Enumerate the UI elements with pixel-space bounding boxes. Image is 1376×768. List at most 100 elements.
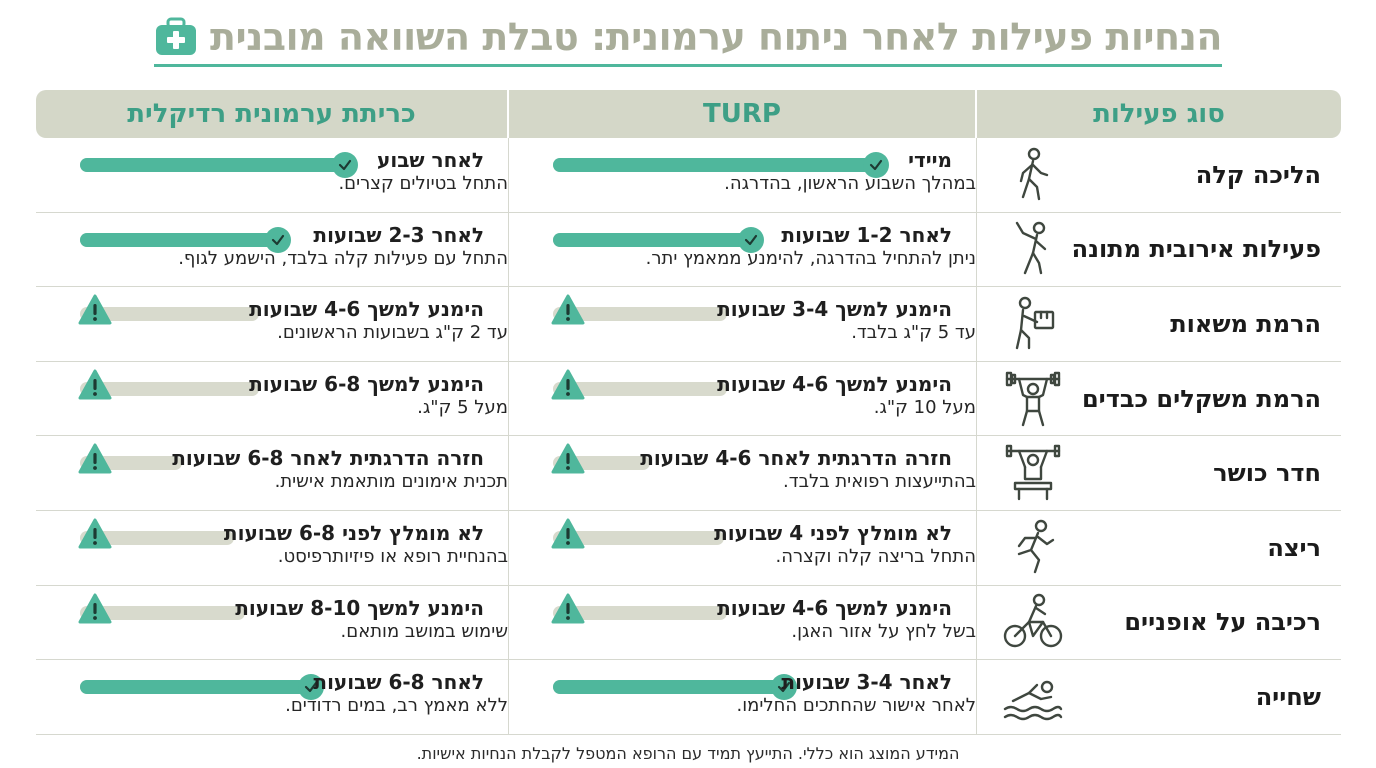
table-row: הרמת משאות הימנע למשך 3-4 שבועות עד 5 ק"ג… <box>36 287 1341 362</box>
table-row: פעילות אירובית מתונה לאחר 1-2 שבועות ניתן… <box>36 212 1341 288</box>
radical-cell: הימנע למשך 8-10 שבועות שימוש במושב מותאם. <box>36 585 509 660</box>
table-body: הליכה קלה מיידי במהלך השבוע הראשון, בהדרג… <box>36 138 1341 735</box>
page-title: הנחיות פעילות לאחר ניתוח ערמונית: טבלת ה… <box>210 15 1222 59</box>
turp-cell: הימנע למשך 4-6 שבועות מעל 10 ק"ג. <box>509 361 977 436</box>
activity-label: רכיבה על אופניים <box>1124 608 1321 637</box>
radical-timing: לאחר 2-3 שבועות <box>313 222 484 247</box>
turp-timing: הימנע למשך 3-4 שבועות <box>717 297 952 322</box>
table-header: סוג פעילות TURP כריתת ערמונית רדיקלית <box>36 90 1341 138</box>
header-activity: סוג פעילות <box>1093 99 1225 129</box>
warning-icon <box>78 369 112 401</box>
radical-progress-track <box>80 152 358 178</box>
radical-note: ללא מאמץ רב, במים רדודים. <box>285 695 508 717</box>
turp-cell: חזרה הדרגתית לאחר 4-6 שבועות בהתייעצות רפ… <box>509 436 977 510</box>
radical-cell: לאחר שבוע התחל בטיולים קצרים. <box>36 138 509 212</box>
activity-cell: שחייה <box>977 660 1341 734</box>
turp-timing: הימנע למשך 4-6 שבועות <box>717 595 952 620</box>
barbell-lifter-icon <box>1003 369 1063 429</box>
turp-note: התחל בריצה קלה וקצרה. <box>775 545 976 567</box>
turp-status: חזרה הדרגתית לאחר 4-6 שבועות <box>531 443 952 474</box>
radical-status: לאחר 2-3 שבועות <box>58 221 484 253</box>
check-icon <box>738 226 764 253</box>
activity-label: ריצה <box>1267 533 1321 562</box>
radical-note: עד 2 ק"ג בשבועות הראשונים. <box>277 322 508 344</box>
turp-status: הימנע למשך 3-4 שבועות <box>531 294 952 325</box>
turp-status: לא מומלץ לפני 4 שבועות <box>531 518 952 550</box>
radical-progress-fill <box>80 158 356 172</box>
activity-label: הרמת משקלים כבדים <box>1081 384 1321 413</box>
swimmer-icon <box>1003 667 1063 727</box>
walking-person-icon <box>1003 145 1063 205</box>
radical-status: לאחר שבוע <box>58 146 484 178</box>
radical-cell: הימנע למשך 4-6 שבועות עד 2 ק"ג בשבועות הר… <box>36 287 509 361</box>
activity-cell: פעילות אירובית מתונה <box>977 213 1341 287</box>
activity-cell: חדר כושר <box>977 436 1341 510</box>
turp-note: ניתן להתחיל בהדרגה, להימנע ממאמץ יתר. <box>645 247 976 269</box>
turp-progress-fill <box>553 158 887 172</box>
turp-cell: הימנע למשך 4-6 שבועות בשל לחץ על אזור האג… <box>509 585 977 660</box>
header-turp: TURP <box>509 90 977 138</box>
warning-icon <box>78 443 112 475</box>
check-icon <box>863 152 889 178</box>
radical-cell: לא מומלץ לפני 6-8 שבועות בהנחיית רופא או … <box>36 510 509 585</box>
radical-note: בהנחיית רופא או פיזיותרפיסט. <box>277 545 508 567</box>
radical-timing: לאחר שבוע <box>377 148 484 172</box>
gym-bench-icon <box>1003 443 1063 503</box>
warning-icon <box>78 518 112 550</box>
radical-status: הימנע למשך 8-10 שבועות <box>58 593 484 624</box>
radical-progress-fill <box>80 680 322 695</box>
radical-progress-track <box>80 674 324 701</box>
turp-status: מיידי <box>531 146 952 178</box>
activity-cell: הרמת משאות <box>977 287 1341 361</box>
turp-progress-track <box>553 674 797 701</box>
turp-note: בהתייעצות רפואית בלבד. <box>783 471 976 493</box>
radical-progress-track <box>80 226 291 253</box>
radical-timing: חזרה הדרגתית לאחר 6-8 שבועות <box>172 446 484 471</box>
radical-timing: הימנע למשך 6-8 שבועות <box>249 371 484 396</box>
turp-cell: לאחר 3-4 שבועות לאחר אישור שהחתכים החלימו… <box>509 660 977 734</box>
lifting-box-icon <box>1003 294 1063 354</box>
check-icon <box>265 226 291 253</box>
radical-note: התחל עם פעילות קלה בלבד, הישמע לגוף. <box>178 247 508 269</box>
warning-icon <box>551 593 585 625</box>
turp-timing: חזרה הדרגתית לאחר 4-6 שבועות <box>640 446 952 471</box>
table-row: הליכה קלה מיידי במהלך השבוע הראשון, בהדרג… <box>36 138 1341 213</box>
radical-timing: הימנע למשך 8-10 שבועות <box>235 595 484 620</box>
warning-icon <box>551 518 585 550</box>
table-row: שחייה לאחר 3-4 שבועות לאחר אישור שהחתכים … <box>36 660 1341 735</box>
turp-progress-track <box>553 226 764 253</box>
turp-note: לאחר אישור שהחתכים החלימו. <box>736 695 976 717</box>
turp-cell: לאחר 1-2 שבועות ניתן להתחיל בהדרגה, להימנ… <box>509 212 977 287</box>
radical-status: לא מומלץ לפני 6-8 שבועות <box>58 518 484 550</box>
radical-status: הימנע למשך 6-8 שבועות <box>58 369 484 401</box>
turp-timing: לאחר 3-4 שבועות <box>781 670 952 695</box>
header-radical: כריתת ערמונית רדיקלית <box>36 90 509 138</box>
footer-disclaimer: המידע המוצג הוא כללי. התייעץ תמיד עם הרו… <box>416 744 960 763</box>
activity-label: שחייה <box>1255 682 1321 711</box>
turp-cell: לא מומלץ לפני 4 שבועות התחל בריצה קלה וקצ… <box>509 510 977 585</box>
radical-timing: הימנע למשך 4-6 שבועות <box>249 297 484 322</box>
turp-timing: הימנע למשך 4-6 שבועות <box>717 371 952 396</box>
table-row: חדר כושר חזרה הדרגתית לאחר 4-6 שבועות בהת… <box>36 436 1341 511</box>
activity-cell: ריצה <box>977 511 1341 585</box>
turp-note: במהלך השבוע הראשון, בהדרגה. <box>724 173 976 194</box>
activity-cell: הרמת משקלים כבדים <box>977 362 1341 436</box>
radical-status: לאחר 6-8 שבועות <box>58 668 484 701</box>
turp-status: הימנע למשך 4-6 שבועות <box>531 593 952 625</box>
activity-cell: הליכה קלה <box>977 138 1341 212</box>
turp-progress-fill <box>553 680 795 695</box>
activity-label: הרמת משאות <box>1170 309 1321 338</box>
radical-note: שימוש במושב מותאם. <box>340 620 508 642</box>
radical-cell: הימנע למשך 6-8 שבועות מעל 5 ק"ג. <box>36 361 509 436</box>
radical-status: הימנע למשך 4-6 שבועות <box>58 294 484 326</box>
warning-icon <box>551 369 585 401</box>
turp-progress-fill <box>553 232 762 247</box>
activity-cell: רכיבה על אופניים <box>977 586 1341 660</box>
radical-status: חזרה הדרגתית לאחר 6-8 שבועות <box>58 443 484 475</box>
table-row: ריצה לא מומלץ לפני 4 שבועות התחל בריצה קל… <box>36 510 1341 586</box>
warning-icon <box>78 294 112 326</box>
turp-note: בשל לחץ על אזור האגן. <box>791 620 976 642</box>
activity-label: פעילות אירובית מתונה <box>1071 235 1321 264</box>
turp-note: מעל 10 ק"ג. <box>873 396 976 418</box>
activity-label: הליכה קלה <box>1195 160 1321 189</box>
